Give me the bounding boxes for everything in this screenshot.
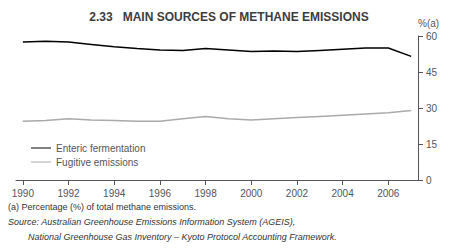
- svg-text:National Greenhouse Gas Invent: National Greenhouse Gas Inventory – Kyot…: [8, 232, 337, 242]
- svg-text:1998: 1998: [194, 188, 217, 199]
- svg-text:Enteric fermentation: Enteric fermentation: [56, 143, 146, 154]
- svg-text:%(a): %(a): [418, 18, 439, 29]
- svg-text:1994: 1994: [103, 188, 126, 199]
- svg-text:45: 45: [426, 67, 438, 78]
- svg-text:0: 0: [426, 175, 432, 186]
- svg-text:60: 60: [426, 31, 438, 42]
- svg-text:1996: 1996: [149, 188, 172, 199]
- svg-text:Fugitive emissions: Fugitive emissions: [56, 157, 138, 168]
- svg-text:(a) Percentage (%) of total me: (a) Percentage (%) of total methane emis…: [8, 202, 196, 212]
- svg-text:1992: 1992: [57, 188, 80, 199]
- svg-text:1990: 1990: [12, 188, 35, 199]
- svg-text:30: 30: [426, 103, 438, 114]
- svg-text:2000: 2000: [240, 188, 263, 199]
- svg-text:15: 15: [426, 139, 438, 150]
- svg-text:2002: 2002: [286, 188, 309, 199]
- svg-text:2004: 2004: [332, 188, 355, 199]
- svg-text:Source: Australian Greenhouse: Source: Australian Greenhouse Emissions …: [8, 217, 295, 227]
- svg-text:2006: 2006: [377, 188, 400, 199]
- svg-text:2.33 MAIN SOURCES OF METHANE: 2.33 MAIN SOURCES OF METHANE EMISSIONS: [89, 10, 368, 24]
